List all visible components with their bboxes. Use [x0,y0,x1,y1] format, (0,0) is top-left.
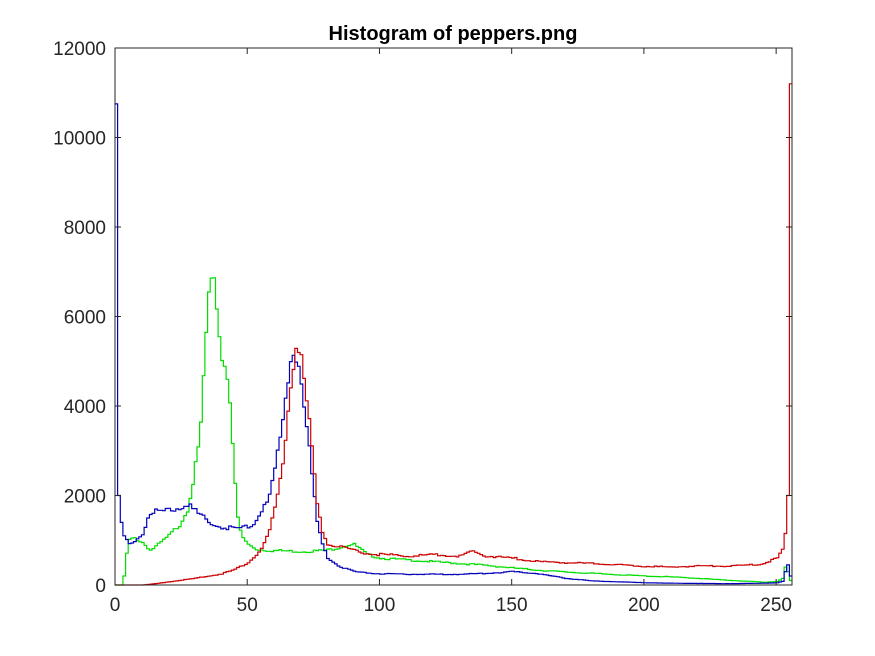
chart-title: Histogram of peppers.png [329,23,578,45]
series-line-1 [115,277,792,586]
y-tick-label: 2000 [64,487,106,508]
y-tick-label: 10000 [53,129,106,150]
series-layer [115,83,792,586]
y-tick-label: 0 [95,576,106,597]
x-tick-label: 250 [760,595,792,616]
plot-area [115,48,792,585]
x-tick-label: 100 [364,595,396,616]
x-tick-label: 50 [237,595,258,616]
series-line-2 [115,103,792,585]
x-tick-label: 200 [628,595,660,616]
x-tick-label: 0 [110,595,121,616]
axes-layer: 0 50 100 150 200 250 0 2000 4000 6000 8000 10000 120… [53,39,793,616]
y-tick-label: 12000 [53,39,106,60]
y-tick-label: 6000 [64,308,106,329]
x-tick-label: 150 [496,595,528,616]
y-tick-label: 8000 [64,218,106,239]
series-line-3 [115,83,792,586]
y-tick-label: 4000 [64,397,106,418]
